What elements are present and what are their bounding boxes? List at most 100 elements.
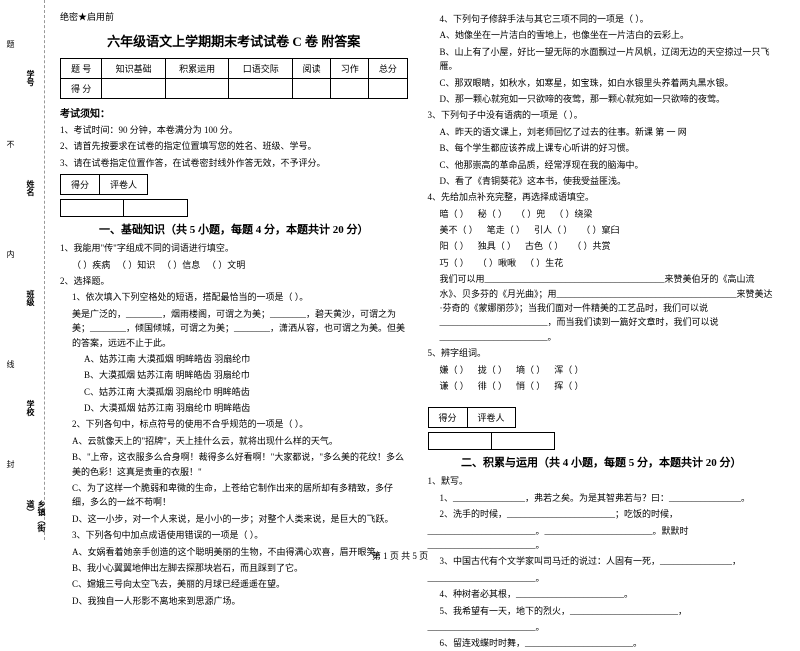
word-blank: （ ）共赏 bbox=[572, 241, 610, 251]
word-blank: 独具（ ） bbox=[478, 241, 516, 251]
score-blank[interactable] bbox=[428, 432, 492, 450]
q2-sub2: 2、下列各句中，标点符号的使用不合乎规范的一项是（ ）。 bbox=[60, 417, 408, 431]
word-blank: （ ）绕梁 bbox=[554, 209, 592, 219]
notice-header: 考试须知： bbox=[60, 105, 408, 120]
score-cell[interactable] bbox=[165, 79, 229, 99]
q1-options: （ ）疾病 （ ）知识 （ ）信息 （ ）文明 bbox=[60, 258, 408, 272]
score-label: 得分 bbox=[60, 174, 100, 195]
binding-field-class: 班级 bbox=[25, 290, 36, 306]
q3-b: B、每个学生都应该养成上课专心听讲的好习惯。 bbox=[428, 141, 776, 155]
score-cell[interactable] bbox=[229, 79, 293, 99]
score-box-blank bbox=[428, 432, 776, 450]
q5-row: 嫌（ ） 拢（ ） 墒（ ） 浑（ ） bbox=[428, 363, 776, 377]
binding-mark: 不 bbox=[5, 140, 16, 148]
q4b-fill: 我们可以用___________________________________… bbox=[428, 272, 776, 344]
q3-c: C、他那崇高的革命品质，经常浮现在我的脑海中。 bbox=[428, 158, 776, 172]
page-footer: 第 1 页 共 5 页 bbox=[0, 549, 800, 562]
q2-s3d: D、我独自一人形影不离地来到思源广场。 bbox=[60, 594, 408, 608]
binding-field-township: 乡镇（街道） bbox=[25, 500, 47, 540]
binding-mark: 题 bbox=[5, 40, 16, 48]
score-header: 阅读 bbox=[293, 59, 331, 79]
p2-q1-item: 1、________________，弗若之矣。为是其智弗若与？曰：______… bbox=[428, 491, 776, 505]
q4-a: A、她像坐在一片洁白的雪地上，也像坐在一片洁白的云彩上。 bbox=[428, 28, 776, 42]
grader-blank[interactable] bbox=[492, 432, 555, 450]
score-blank[interactable] bbox=[60, 199, 124, 217]
word-blank: 美不（ ） bbox=[440, 225, 478, 235]
secret-label: 绝密★启用前 bbox=[60, 10, 408, 23]
score-header: 知识基础 bbox=[102, 59, 166, 79]
q2-s2c: C、为了这样一个脆弱和卑微的生命，上苍给它制作出来的居所却有多精致，多仔细，多么… bbox=[60, 481, 408, 510]
score-box: 得分 评卷人 bbox=[60, 174, 408, 195]
q2-s3b: B、我小心翼翼地伸出左脚去探那块岩石，而且踩到了它。 bbox=[60, 561, 408, 575]
word-blank: （ ）窠臼 bbox=[581, 225, 619, 235]
q4-b: B、山上有了小屋，好比一望无际的水面飘过一片风帆，辽阔无边的天空掠过一只飞雁。 bbox=[428, 45, 776, 74]
word-pair: 挥（ ） bbox=[554, 381, 583, 391]
binding-field-id: 学号 bbox=[25, 70, 36, 86]
grader-blank[interactable] bbox=[124, 199, 187, 217]
q4b-row: 阳（ ） 独具（ ） 古色（ ） （ ）共赏 bbox=[428, 239, 776, 253]
word-pair: 嫌（ ） bbox=[440, 365, 469, 375]
score-cell[interactable] bbox=[369, 79, 407, 99]
word-pair: 徘（ ） bbox=[478, 381, 507, 391]
word-pair: 拢（ ） bbox=[478, 365, 507, 375]
score-cell[interactable] bbox=[331, 79, 369, 99]
p2-q1-item: ________________________。_______________… bbox=[428, 524, 776, 553]
q1-stem: 1、我能用"传"字组成不同的词语进行填空。 bbox=[60, 241, 408, 255]
p2-q1-item: 2、洗手的时候，________________________；吃饭的时候， bbox=[428, 507, 776, 521]
q2-sub3: 3、下列各句中加点成语使用错误的一项是（ ）。 bbox=[60, 528, 408, 542]
q2-s2a: A、云就像天上的"招牌"，天上挂什么云，就将出现什么样的天气。 bbox=[60, 434, 408, 448]
score-header: 总分 bbox=[369, 59, 407, 79]
notice-item: 1、考试时间：90 分钟，本卷满分为 100 分。 bbox=[60, 123, 408, 137]
word-blank: 古色（ ） bbox=[525, 241, 563, 251]
grader-label: 评卷人 bbox=[468, 407, 516, 428]
word-pair: 谦（ ） bbox=[440, 381, 469, 391]
notice-item: 2、请首先按要求在试卷的指定位置填写您的姓名、班级、学号。 bbox=[60, 139, 408, 153]
word-blank: 暗（ ） bbox=[440, 209, 469, 219]
q1-opt: （ ）信息 bbox=[162, 260, 200, 270]
q4-c: C、那双眼睛，如秋水，如寒星，如宝珠，如白水银里头养着两丸黑水银。 bbox=[428, 76, 776, 90]
word-blank: 巧（ ） bbox=[440, 258, 469, 268]
p2-q1-item: ________________________。 bbox=[428, 571, 776, 585]
notice-item: 3、请在试卷指定位置作答，在试卷密封线外作答无效，不予评分。 bbox=[60, 156, 408, 170]
word-pair: 悄（ ） bbox=[516, 381, 545, 391]
q2-s3c: C、嫦娥三号向太空飞去，美丽的月球已经遥遥在望。 bbox=[60, 577, 408, 591]
score-cell[interactable] bbox=[293, 79, 331, 99]
p2-q1-item: 4、种树者必其根，________________________。 bbox=[428, 587, 776, 601]
p2-q1-item: 6、留连戏蝶时时舞，________________________。 bbox=[428, 636, 776, 650]
q2-stem: 2、选择题。 bbox=[60, 274, 408, 288]
score-box-blank bbox=[60, 199, 408, 217]
word-blank: （ ）兜 bbox=[516, 209, 545, 219]
p2-q1-item: ________________________。 bbox=[428, 620, 776, 634]
p2-q1-item: 5、我希望有一天，地下的烈火，________________________， bbox=[428, 604, 776, 618]
score-box: 得分 评卷人 bbox=[428, 407, 776, 428]
grader-label: 评卷人 bbox=[100, 174, 148, 195]
paper-title: 六年级语文上学期期末考试试卷 C 卷 附答案 bbox=[60, 31, 408, 50]
q2-s2d: D、这一小步，对一个人来说，是小小的一步；对整个人类来说，是巨大的飞跃。 bbox=[60, 512, 408, 526]
word-blank: （ ）生花 bbox=[525, 258, 563, 268]
binding-mark: 封 bbox=[5, 460, 16, 468]
score-header: 积累运用 bbox=[165, 59, 229, 79]
p2-q1-stem: 1、默写。 bbox=[428, 474, 776, 488]
q2-optD: D、大漠孤烟 姑苏江南 羽扇纶巾 明眸皓齿 bbox=[60, 401, 408, 415]
right-column: 4、下列句子修辞手法与其它三项不同的一项是（ ）。 A、她像坐在一片洁白的雪地上… bbox=[418, 10, 786, 540]
word-pair: 墒（ ） bbox=[516, 365, 545, 375]
q5-stem: 5、辨字组词。 bbox=[428, 346, 776, 360]
q4b-row: 美不（ ） 笔走（ ） 引人（ ） （ ）窠臼 bbox=[428, 223, 776, 237]
q4b-row: 暗（ ） 秘（ ） （ ）兜 （ ）绕梁 bbox=[428, 207, 776, 221]
score-label: 得分 bbox=[428, 407, 468, 428]
word-blank: 阳（ ） bbox=[440, 241, 469, 251]
word-pair: 浑（ ） bbox=[554, 365, 583, 375]
word-blank: （ ）啾啾 bbox=[478, 258, 516, 268]
q4b-stem: 4、先给加点补充完整，再选择成语填空。 bbox=[428, 190, 776, 204]
q5-row: 谦（ ） 徘（ ） 悄（ ） 挥（ ） bbox=[428, 379, 776, 393]
q2-optC: C、姑苏江南 大漠孤烟 羽扇纶巾 明眸皓齿 bbox=[60, 385, 408, 399]
binding-field-name: 姓名 bbox=[25, 180, 36, 196]
q3-d: D、看了《青铜葵花》这本书，使我受益匪浅。 bbox=[428, 174, 776, 188]
q4b-row: 巧（ ） （ ）啾啾 （ ）生花 bbox=[428, 256, 776, 270]
score-row-label: 得 分 bbox=[61, 79, 102, 99]
q3-a: A、昨天的语文课上，刘老师回忆了过去的往事。新课 第 一 网 bbox=[428, 125, 776, 139]
binding-field-school: 学校 bbox=[25, 400, 36, 416]
q3-stem: 3、下列句子中没有语病的一项是（ ）。 bbox=[428, 108, 776, 122]
score-header: 题 号 bbox=[61, 59, 102, 79]
score-cell[interactable] bbox=[102, 79, 166, 99]
